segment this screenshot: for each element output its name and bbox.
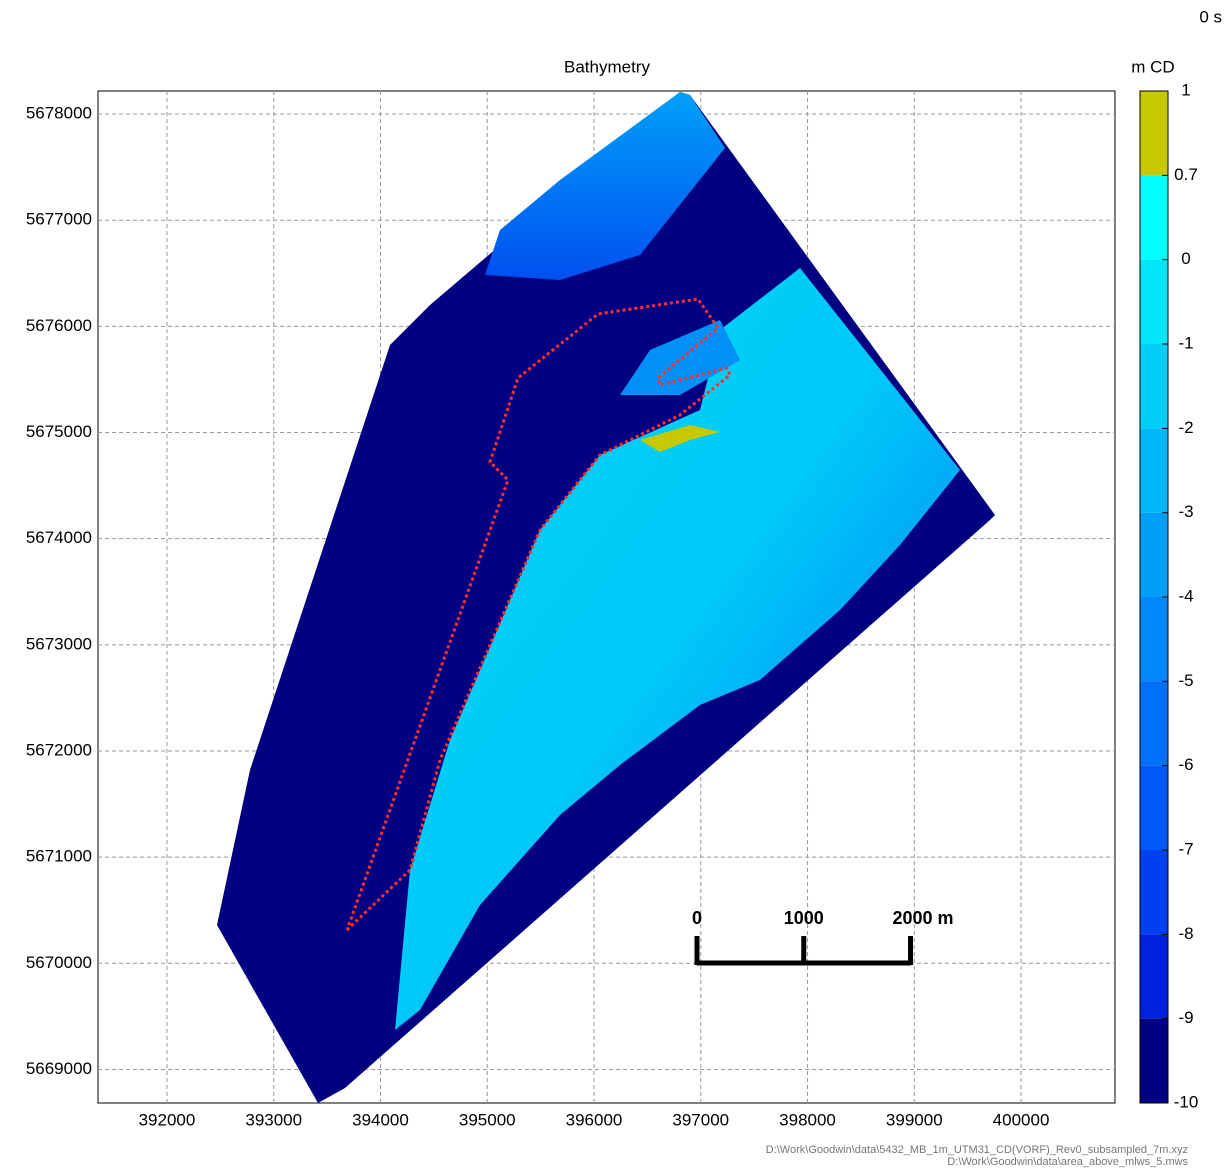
colorbar-tick-label: -4 (1178, 586, 1193, 605)
colorbar-tick-label: -7 (1178, 839, 1193, 858)
colorbar-band (1140, 597, 1168, 681)
y-tick-label: 5677000 (26, 210, 92, 229)
colorbar-band (1140, 766, 1168, 850)
scale-label: 2000 m (893, 908, 954, 928)
y-tick-label: 5675000 (26, 422, 92, 441)
colorbar-tick-label: -1 (1178, 333, 1193, 352)
x-tick-label: 392000 (139, 1110, 196, 1129)
colorbar-band (1140, 513, 1168, 597)
colorbar-band (1140, 344, 1168, 428)
colorbar-tick-label: -5 (1178, 671, 1193, 690)
scale-label: 1000 (784, 908, 824, 928)
colorbar-tick-label: -8 (1178, 924, 1193, 943)
colorbar-band (1140, 260, 1168, 344)
time-label: 0 s (1199, 7, 1222, 26)
colorbar-tick-label: 0.7 (1174, 165, 1198, 184)
x-tick-label: 394000 (352, 1110, 409, 1129)
footer-path: D:\Work\Goodwin\data\5432_MB_1m_UTM31_CD… (766, 1144, 1188, 1156)
colorbar-band (1140, 681, 1168, 765)
colorbar-tick-label: -3 (1178, 502, 1193, 521)
colorbar-band (1140, 428, 1168, 512)
map-title: Bathymetry (564, 57, 650, 76)
x-tick-label: 397000 (672, 1110, 729, 1129)
y-tick-label: 5676000 (26, 316, 92, 335)
bathymetry-map: 0 s Bathymetry 0 1000 2000 m m CD 1 0.7 0 -1 -2… (0, 0, 1231, 1171)
colorbar-band (1140, 1019, 1168, 1103)
x-tick-label: 395000 (459, 1110, 516, 1129)
footer-path: D:\Work\Goodwin\data\area_above_mlws_5.m… (947, 1156, 1188, 1168)
y-tick-label: 5671000 (26, 847, 92, 866)
colorbar-tick-label: 1 (1181, 80, 1190, 99)
colorbar-band (1140, 91, 1168, 175)
x-tick-label: 393000 (245, 1110, 302, 1129)
colorbar-tick-label: -6 (1178, 755, 1193, 774)
colorbar-band (1140, 850, 1168, 934)
x-tick-label: 399000 (886, 1110, 943, 1129)
x-tick-label: 398000 (779, 1110, 836, 1129)
x-tick-label: 396000 (566, 1110, 623, 1129)
colorbar-tick-label: -9 (1178, 1008, 1193, 1027)
y-tick-label: 5672000 (26, 740, 92, 759)
colorbar-band (1140, 934, 1168, 1018)
y-tick-label: 5674000 (26, 528, 92, 547)
colorbar-label: m CD (1131, 57, 1174, 76)
x-tick-label: 400000 (993, 1110, 1050, 1129)
scale-label: 0 (692, 908, 702, 928)
colorbar-tick-label: 0 (1181, 249, 1190, 268)
colorbar-tick-label: -2 (1178, 418, 1193, 437)
colorbar-band (1140, 175, 1168, 259)
colorbar-tick-label: -10 (1174, 1092, 1199, 1111)
y-tick-label: 5670000 (26, 953, 92, 972)
y-tick-label: 5669000 (26, 1059, 92, 1078)
y-tick-label: 5678000 (26, 104, 92, 123)
y-tick-label: 5673000 (26, 634, 92, 653)
